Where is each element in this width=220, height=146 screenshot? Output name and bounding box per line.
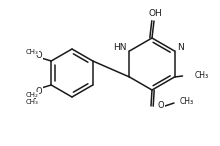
Text: CH₂: CH₂: [26, 92, 39, 98]
Text: O: O: [158, 100, 164, 110]
Text: CH₃: CH₃: [26, 49, 38, 55]
Text: O: O: [36, 86, 42, 95]
Text: OH: OH: [148, 9, 162, 19]
Text: CH₃: CH₃: [26, 99, 38, 105]
Text: CH₃: CH₃: [180, 97, 194, 106]
Text: CH₃: CH₃: [194, 71, 209, 80]
Text: O: O: [36, 51, 42, 60]
Text: N: N: [178, 44, 184, 53]
Text: HN: HN: [113, 44, 126, 53]
